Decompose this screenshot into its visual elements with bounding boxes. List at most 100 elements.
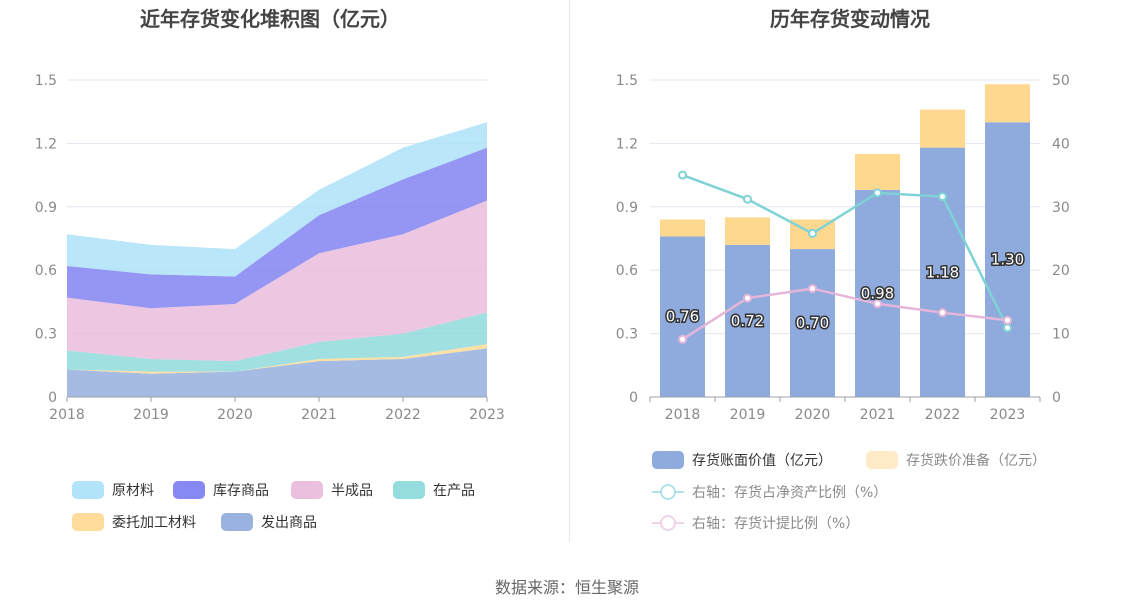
right-y-tick: 1.2 bbox=[616, 136, 638, 152]
chart-canvas: 近年存货变化堆积图（亿元） 0 0.3 0.6 0.9 1.2 1.5 2018 2019 20… bbox=[35, 7, 1070, 532]
bar-impairment-2021[interactable] bbox=[855, 153, 900, 190]
bar-impairment-2019[interactable] bbox=[725, 217, 770, 245]
legend-label: 原材料 bbox=[112, 483, 154, 499]
right-y2-tick: 0 bbox=[1052, 390, 1061, 406]
right-y2-tick: 30 bbox=[1052, 200, 1070, 216]
point-net-asset-ratio-2023[interactable] bbox=[1003, 323, 1012, 333]
left-y-tick: 1.2 bbox=[35, 136, 57, 152]
left-y-tick: 1.5 bbox=[35, 73, 57, 89]
bar-impairment-2023[interactable] bbox=[985, 84, 1030, 123]
right-x-tick: 2020 bbox=[795, 407, 831, 423]
bar-book-value-2018[interactable] bbox=[660, 236, 705, 397]
legend-label: 在产品 bbox=[433, 483, 475, 499]
legend-item-右轴：存货计提比例（%）[interactable]: 右轴：存货计提比例（%） bbox=[652, 515, 859, 532]
legend-swatch bbox=[72, 513, 104, 531]
legend-item-存货账面价值（亿元）[interactable]: 存货账面价值（亿元） bbox=[652, 451, 832, 469]
point-impairment-ratio-2019[interactable] bbox=[743, 293, 752, 303]
legend-item-委托加工材料[interactable]: 委托加工材料 bbox=[72, 513, 196, 531]
right-x-tick: 2023 bbox=[990, 407, 1026, 423]
left-x-tick: 2020 bbox=[217, 407, 253, 423]
legend-swatch bbox=[393, 481, 425, 499]
left-x-tick: 2022 bbox=[385, 407, 421, 423]
point-net-asset-ratio-2019[interactable] bbox=[743, 194, 752, 204]
stacked-area-chart: 近年存货变化堆积图（亿元） 0 0.3 0.6 0.9 1.2 1.5 2018 2019 20… bbox=[35, 7, 505, 531]
bar-impairment-2022[interactable] bbox=[920, 109, 965, 148]
right-y-tick: 0.9 bbox=[616, 200, 638, 216]
legend-label: 库存商品 bbox=[213, 483, 269, 499]
left-x-tick: 2018 bbox=[49, 407, 85, 423]
point-impairment-ratio-2022[interactable] bbox=[938, 308, 947, 318]
bar-data-label: 1.30 bbox=[991, 251, 1024, 269]
right-x-tick: 2022 bbox=[925, 407, 961, 423]
legend-label: 发出商品 bbox=[261, 515, 317, 531]
legend-label: 右轴：存货占净资产比例（%） bbox=[692, 484, 887, 501]
point-net-asset-ratio-2021[interactable] bbox=[873, 188, 882, 198]
point-net-asset-ratio-2020[interactable] bbox=[808, 228, 817, 238]
area-series-库存商品[interactable] bbox=[67, 147, 487, 309]
right-x-tick: 2021 bbox=[860, 407, 896, 423]
bar-book-value-2019[interactable] bbox=[725, 244, 770, 397]
legend-swatch bbox=[291, 481, 323, 499]
point-impairment-ratio-2023[interactable] bbox=[1003, 315, 1012, 325]
line-impairment-ratio[interactable] bbox=[681, 287, 1008, 341]
bar-data-label: 0.76 bbox=[666, 308, 699, 326]
point-impairment-ratio-2021[interactable] bbox=[873, 299, 882, 309]
bar-book-value-2023[interactable] bbox=[985, 122, 1030, 398]
legend-item-右轴：存货占净资产比例（%）[interactable]: 右轴：存货占净资产比例（%） bbox=[652, 484, 887, 501]
bar-data-label: 0.72 bbox=[731, 312, 764, 330]
chart-divider bbox=[569, 0, 570, 542]
legend-label: 存货跌价准备（亿元） bbox=[906, 452, 1046, 469]
legend-label: 存货账面价值（亿元） bbox=[692, 452, 832, 469]
right-y2-tick: 40 bbox=[1052, 136, 1070, 152]
bar-data-label: 1.18 bbox=[926, 263, 959, 281]
right-y-tick: 0 bbox=[629, 390, 638, 406]
bar-book-value-2022[interactable] bbox=[920, 147, 965, 397]
area-series-半成品[interactable] bbox=[67, 200, 487, 362]
right-x-tick: 2019 bbox=[730, 407, 766, 423]
legend-swatch bbox=[72, 481, 104, 499]
inventory-bar-line-chart: 历年存货变动情况 0.76 0.72 0.70 0.98 1.18 1.30 0 0.3 0.… bbox=[616, 7, 1070, 532]
bar-data-label: 0.98 bbox=[861, 284, 894, 302]
legend-item-发出商品[interactable]: 发出商品 bbox=[221, 513, 317, 531]
right-y-tick: 0.6 bbox=[616, 263, 638, 279]
legend-marker bbox=[660, 484, 676, 500]
point-net-asset-ratio-2018[interactable] bbox=[678, 170, 687, 180]
left-x-tick: 2019 bbox=[133, 407, 169, 423]
legend-item-存货跌价准备（亿元）[interactable]: 存货跌价准备（亿元） bbox=[866, 451, 1046, 469]
area-series-原材料[interactable] bbox=[67, 122, 487, 277]
legend-swatch bbox=[652, 451, 684, 469]
right-y2-tick: 50 bbox=[1052, 73, 1070, 89]
left-chart-title: 近年存货变化堆积图（亿元） bbox=[140, 7, 400, 31]
right-y-tick: 0.3 bbox=[616, 327, 638, 343]
right-y-tick: 1.5 bbox=[616, 73, 638, 89]
right-y2-tick: 20 bbox=[1052, 263, 1070, 279]
area-series-委托加工材料[interactable] bbox=[67, 344, 487, 374]
right-y2-tick: 10 bbox=[1052, 327, 1070, 343]
left-x-tick: 2023 bbox=[469, 407, 505, 423]
area-series-发出商品[interactable] bbox=[67, 348, 487, 397]
legend-item-库存商品[interactable]: 库存商品 bbox=[173, 481, 269, 499]
point-net-asset-ratio-2022[interactable] bbox=[938, 192, 947, 202]
bar-book-value-2021[interactable] bbox=[855, 189, 900, 397]
area-series-在产品[interactable] bbox=[67, 312, 487, 372]
legend-label: 委托加工材料 bbox=[112, 515, 196, 531]
legend-item-半成品[interactable]: 半成品 bbox=[291, 481, 373, 499]
line-inventory-net-asset-ratio[interactable] bbox=[682, 173, 1009, 329]
legend-swatch bbox=[221, 513, 253, 531]
legend-marker bbox=[660, 515, 676, 531]
point-impairment-ratio-2018[interactable] bbox=[678, 334, 687, 344]
point-impairment-ratio-2020[interactable] bbox=[808, 284, 817, 294]
bar-data-label: 0.70 bbox=[796, 314, 829, 332]
data-source-note: 数据来源：恒生聚源 bbox=[494, 578, 639, 597]
bar-book-value-2020[interactable] bbox=[790, 249, 835, 397]
left-y-tick: 0.6 bbox=[35, 263, 57, 279]
legend-swatch bbox=[173, 481, 205, 499]
right-x-tick: 2018 bbox=[665, 407, 701, 423]
legend-swatch bbox=[866, 451, 898, 469]
bar-impairment-2018[interactable] bbox=[660, 219, 705, 237]
legend-label: 右轴：存货计提比例（%） bbox=[692, 515, 859, 532]
left-y-tick: 0.3 bbox=[35, 327, 57, 343]
legend-item-在产品[interactable]: 在产品 bbox=[393, 481, 475, 499]
legend-item-原材料[interactable]: 原材料 bbox=[72, 481, 154, 499]
left-y-tick: 0.9 bbox=[35, 200, 57, 216]
